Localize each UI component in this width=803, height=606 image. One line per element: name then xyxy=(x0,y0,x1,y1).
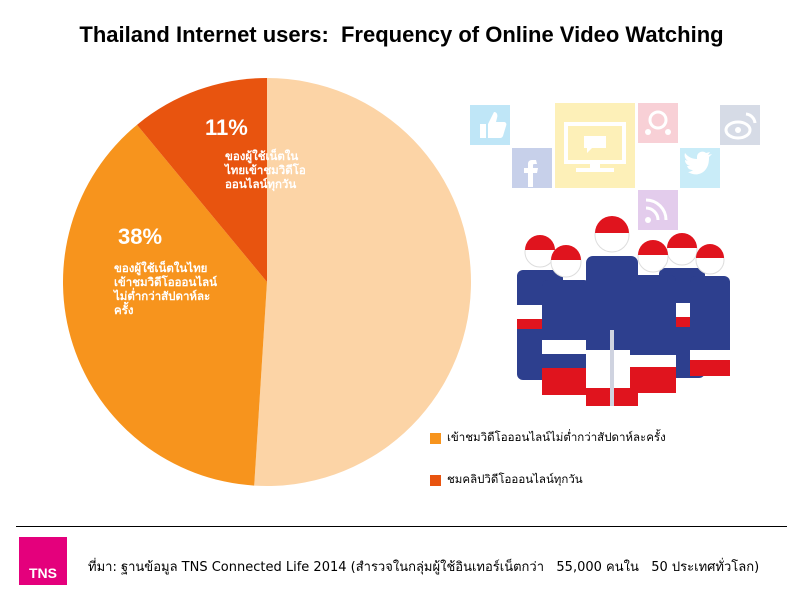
slice-description-1-1: เข้าชมวิดีโอออนไลน์ xyxy=(114,274,217,289)
pie-slice-1 xyxy=(63,124,268,486)
slice-description-2-1: ไทยเข้าชมวิดีโอ xyxy=(223,162,306,177)
footer-divider xyxy=(16,526,787,527)
pie-slice-0 xyxy=(254,77,472,486)
slice-description-1-0: ของผู้ใช้เน็ตในไทย xyxy=(114,260,207,276)
slice-description-2-2: ออนไลน์ทุกวัน xyxy=(225,177,296,192)
rss-icon xyxy=(638,190,678,230)
legend-item-weekly: เข้าชมวิดีโอออนไลน์ไม่ต่ำกว่าสัปดาห์ละคร… xyxy=(430,430,666,446)
people-group-illustration xyxy=(517,216,730,406)
twitter-icon xyxy=(680,148,720,188)
source-note: ที่มา: ฐานข้อมูล TNS Connected Life 2014… xyxy=(88,560,760,575)
chart-legend: เข้าชมวิดีโอออนไลน์ไม่ต่ำกว่าสัปดาห์ละคร… xyxy=(430,430,666,514)
legend-item-daily: ชมคลิปวิดีโอออนไลน์ทุกวัน xyxy=(430,472,666,488)
slice-description-1-3: ครั้ง xyxy=(114,301,134,317)
slice-description-1-2: ไม่ต่ำกว่าสัปดาห์ละ xyxy=(112,287,210,303)
video-screen-icon xyxy=(555,103,635,188)
slice-percent-label-1: 38% xyxy=(118,224,162,249)
network-icon xyxy=(638,103,678,143)
slice-description-2-0: ของผู้ใช้เน็ตใน xyxy=(225,148,298,164)
thumbs-up-icon xyxy=(470,105,510,145)
legend-swatch-weekly xyxy=(430,432,441,444)
legend-label-daily: ชมคลิปวิดีโอออนไลน์ทุกวัน xyxy=(447,472,583,486)
tns-logo: TNS xyxy=(19,537,67,585)
decorative-illustration xyxy=(470,100,770,420)
legend-swatch-daily xyxy=(430,474,441,486)
slice-percent-label-2: 11% xyxy=(205,115,248,140)
pie-slice-2 xyxy=(136,78,267,282)
pie-chart: 38% ของผู้ใช้เน็ตในไทยเข้าชมวิดีโอออนไลน์… xyxy=(63,77,472,486)
weibo-icon xyxy=(720,105,760,145)
chart-title: Thailand Internet users: Frequency of On… xyxy=(79,22,724,47)
legend-label-weekly: เข้าชมวิดีโอออนไลน์ไม่ต่ำกว่าสัปดาห์ละคร… xyxy=(447,430,666,444)
facebook-icon xyxy=(512,148,552,188)
